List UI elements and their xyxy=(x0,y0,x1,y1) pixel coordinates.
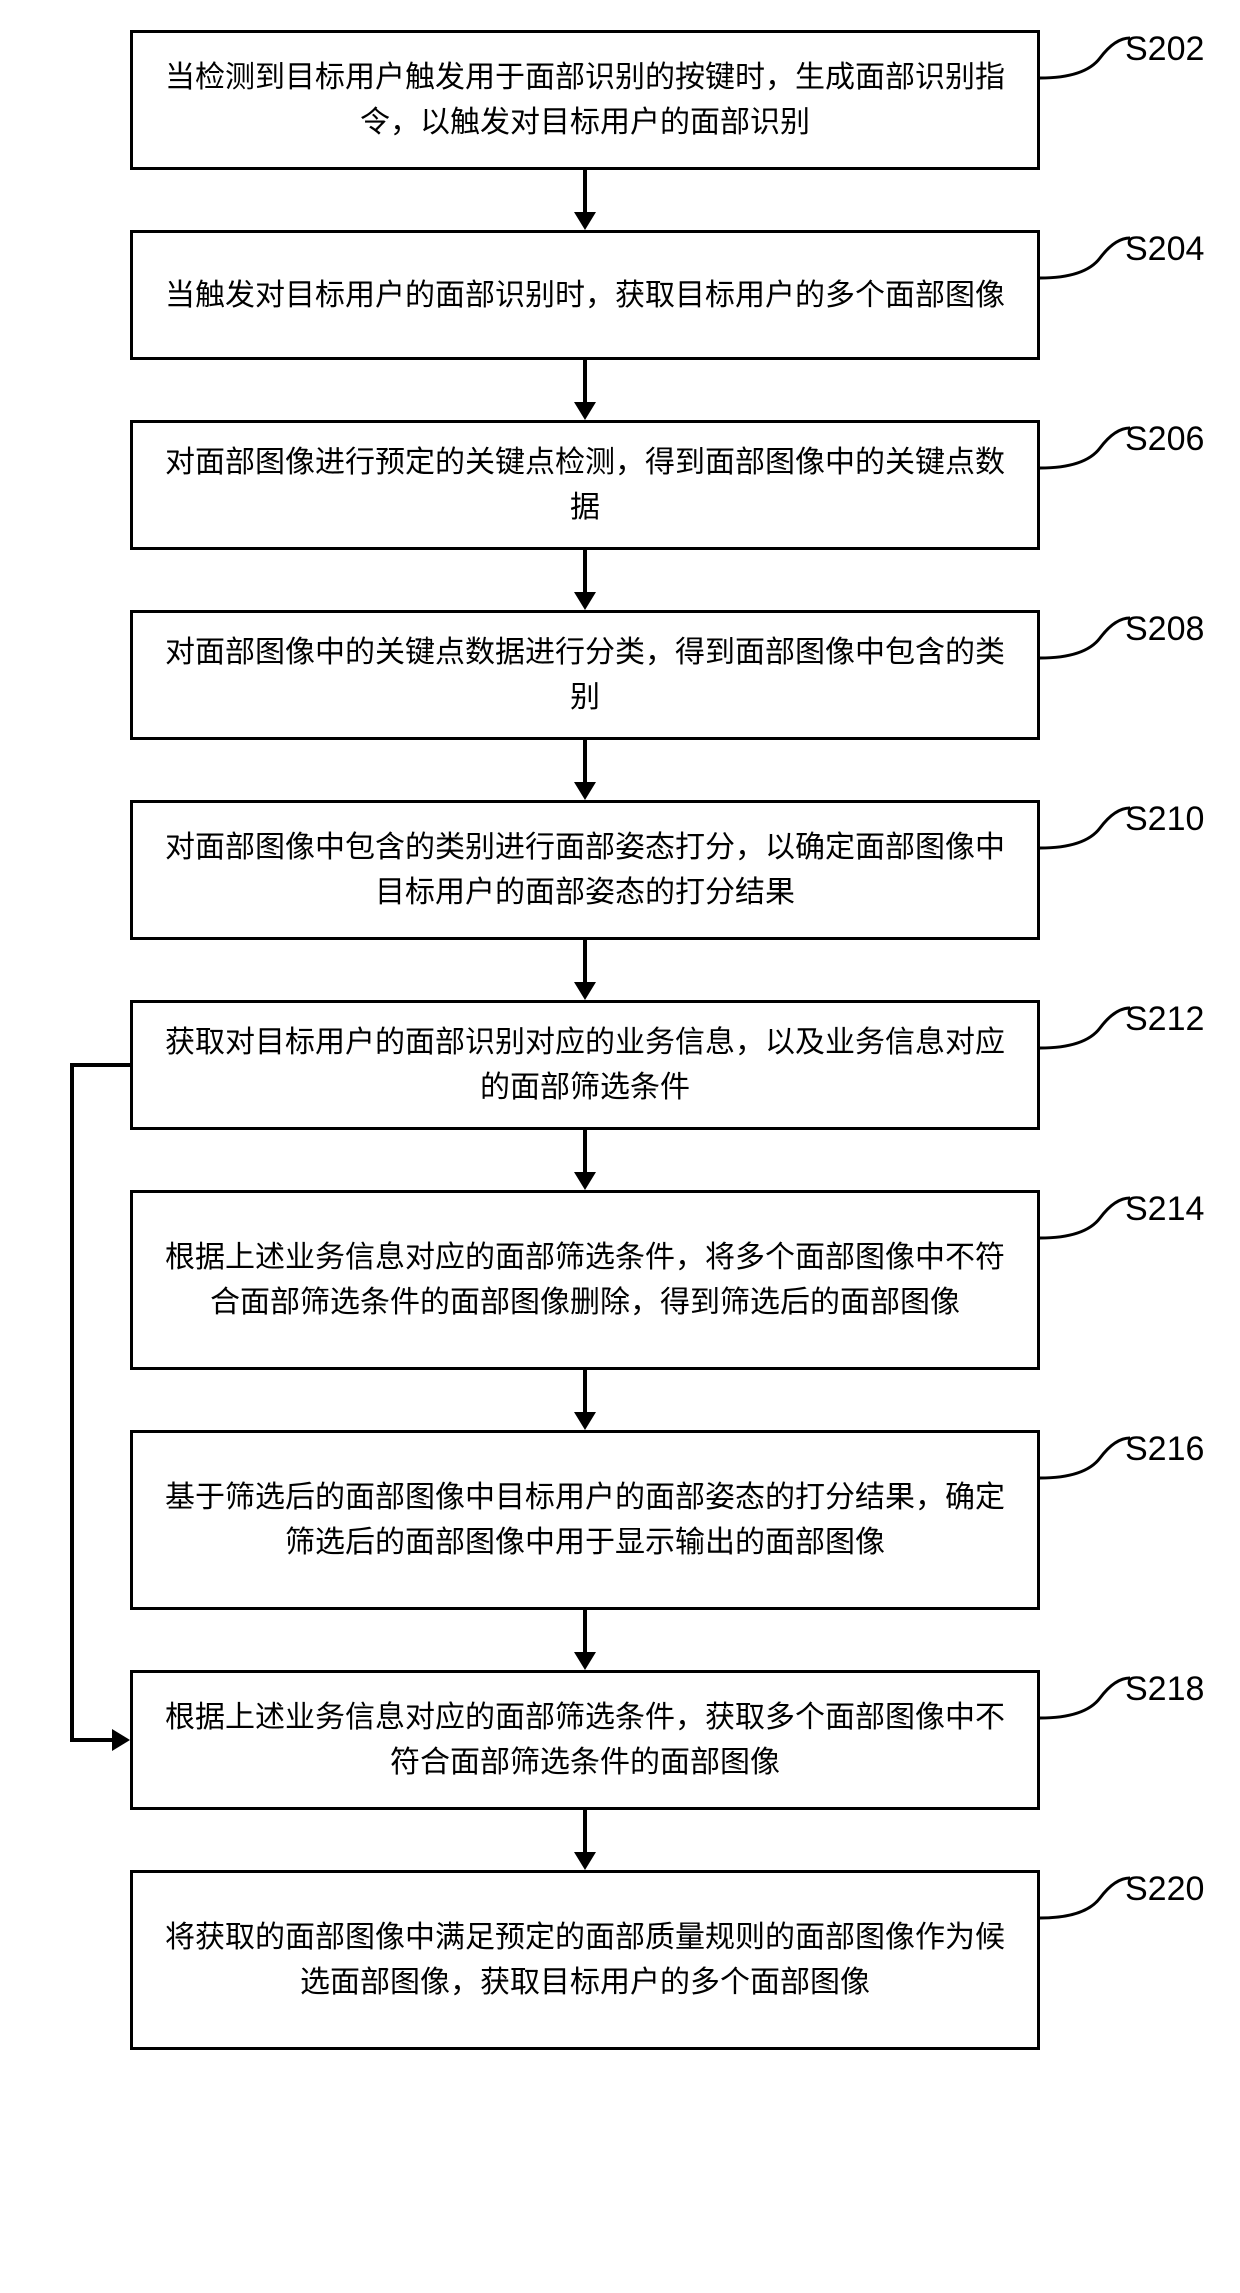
step-s212: 获取对目标用户的面部识别对应的业务信息，以及业务信息对应的面部筛选条件 xyxy=(130,1000,1040,1130)
step-label: S208 xyxy=(1125,610,1204,649)
step-label: S204 xyxy=(1125,230,1204,269)
label-curve xyxy=(1040,420,1130,475)
connector xyxy=(583,550,587,592)
label-curve xyxy=(1040,1190,1130,1245)
step-s210: 对面部图像中包含的类别进行面部姿态打分，以确定面部图像中目标用户的面部姿态的打分… xyxy=(130,800,1040,940)
connector xyxy=(583,1130,587,1172)
branch-connector xyxy=(70,1738,112,1742)
arrow-down-icon xyxy=(574,592,596,610)
label-curve xyxy=(1040,1870,1130,1925)
step-label: S206 xyxy=(1125,420,1204,459)
step-label: S212 xyxy=(1125,1000,1204,1039)
label-curve xyxy=(1040,30,1130,85)
connector xyxy=(583,1610,587,1652)
step-label: S218 xyxy=(1125,1670,1204,1709)
step-label: S216 xyxy=(1125,1430,1204,1469)
step-s220: 将获取的面部图像中满足预定的面部质量规则的面部图像作为候选面部图像，获取目标用户… xyxy=(130,1870,1040,2050)
step-text: 根据上述业务信息对应的面部筛选条件，获取多个面部图像中不符合面部筛选条件的面部图… xyxy=(153,1695,1017,1785)
connector xyxy=(583,170,587,212)
label-curve xyxy=(1040,1670,1130,1725)
step-s202: 当检测到目标用户触发用于面部识别的按键时，生成面部识别指令，以触发对目标用户的面… xyxy=(130,30,1040,170)
label-curve xyxy=(1040,230,1130,285)
arrow-down-icon xyxy=(574,1412,596,1430)
step-text: 对面部图像中包含的类别进行面部姿态打分，以确定面部图像中目标用户的面部姿态的打分… xyxy=(153,825,1017,915)
connector xyxy=(583,740,587,782)
branch-connector xyxy=(70,1063,130,1067)
step-s206: 对面部图像进行预定的关键点检测，得到面部图像中的关键点数据 xyxy=(130,420,1040,550)
label-curve xyxy=(1040,1000,1130,1055)
arrow-down-icon xyxy=(574,212,596,230)
arrow-down-icon xyxy=(574,1852,596,1870)
step-label: S202 xyxy=(1125,30,1204,69)
arrow-right-icon xyxy=(112,1729,130,1751)
step-text: 当触发对目标用户的面部识别时，获取目标用户的多个面部图像 xyxy=(165,273,1005,318)
step-text: 基于筛选后的面部图像中目标用户的面部姿态的打分结果，确定筛选后的面部图像中用于显… xyxy=(153,1475,1017,1565)
connector xyxy=(583,1810,587,1852)
arrow-down-icon xyxy=(574,1172,596,1190)
step-s216: 基于筛选后的面部图像中目标用户的面部姿态的打分结果，确定筛选后的面部图像中用于显… xyxy=(130,1430,1040,1610)
arrow-down-icon xyxy=(574,402,596,420)
step-s218: 根据上述业务信息对应的面部筛选条件，获取多个面部图像中不符合面部筛选条件的面部图… xyxy=(130,1670,1040,1810)
step-s204: 当触发对目标用户的面部识别时，获取目标用户的多个面部图像 xyxy=(130,230,1040,360)
step-text: 根据上述业务信息对应的面部筛选条件，将多个面部图像中不符合面部筛选条件的面部图像… xyxy=(153,1235,1017,1325)
flowchart-container: 当检测到目标用户触发用于面部识别的按键时，生成面部识别指令，以触发对目标用户的面… xyxy=(0,20,1240,2080)
step-s214: 根据上述业务信息对应的面部筛选条件，将多个面部图像中不符合面部筛选条件的面部图像… xyxy=(130,1190,1040,1370)
step-text: 将获取的面部图像中满足预定的面部质量规则的面部图像作为候选面部图像，获取目标用户… xyxy=(153,1915,1017,2005)
step-s208: 对面部图像中的关键点数据进行分类，得到面部图像中包含的类别 xyxy=(130,610,1040,740)
connector xyxy=(583,940,587,982)
step-text: 获取对目标用户的面部识别对应的业务信息，以及业务信息对应的面部筛选条件 xyxy=(153,1020,1017,1110)
arrow-down-icon xyxy=(574,982,596,1000)
label-curve xyxy=(1040,610,1130,665)
step-text: 对面部图像中的关键点数据进行分类，得到面部图像中包含的类别 xyxy=(153,630,1017,720)
step-label: S214 xyxy=(1125,1190,1204,1229)
step-text: 对面部图像进行预定的关键点检测，得到面部图像中的关键点数据 xyxy=(153,440,1017,530)
arrow-down-icon xyxy=(574,1652,596,1670)
step-label: S210 xyxy=(1125,800,1204,839)
label-curve xyxy=(1040,800,1130,855)
branch-connector xyxy=(70,1063,74,1740)
label-curve xyxy=(1040,1430,1130,1485)
connector xyxy=(583,1370,587,1412)
step-text: 当检测到目标用户触发用于面部识别的按键时，生成面部识别指令，以触发对目标用户的面… xyxy=(153,55,1017,145)
connector xyxy=(583,360,587,402)
arrow-down-icon xyxy=(574,782,596,800)
step-label: S220 xyxy=(1125,1870,1204,1909)
